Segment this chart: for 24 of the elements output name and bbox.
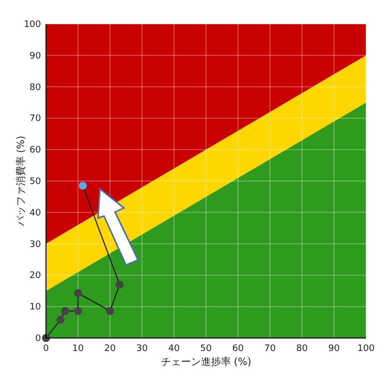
y-tick-label: 60 bbox=[30, 146, 42, 156]
x-tick-label: 70 bbox=[264, 344, 276, 354]
y-tick-label: 50 bbox=[30, 177, 42, 187]
x-tick-label: 30 bbox=[136, 344, 148, 354]
y-tick-label: 20 bbox=[30, 271, 42, 282]
y-axis-title: バッファ消費率 (%) bbox=[15, 136, 27, 228]
x-tick-label: 0 bbox=[43, 344, 50, 354]
y-tick-label: 90 bbox=[30, 51, 42, 62]
x-tick-label: 80 bbox=[296, 344, 308, 354]
y-tick-label: 10 bbox=[30, 302, 42, 313]
x-axis-title: チェーン進捗率 (%) bbox=[160, 356, 252, 368]
x-tick-label: 20 bbox=[104, 344, 116, 354]
y-tick-label: 30 bbox=[30, 240, 42, 250]
y-tick-label: 100 bbox=[24, 20, 42, 30]
y-tick-label: 80 bbox=[30, 82, 42, 93]
y-tick-label: 0 bbox=[35, 334, 42, 344]
x-tick-label: 90 bbox=[328, 344, 340, 354]
x-tick-label: 40 bbox=[168, 344, 180, 354]
x-tick-label: 50 bbox=[200, 344, 212, 354]
y-tick-label: 70 bbox=[30, 114, 42, 124]
x-tick-label: 10 bbox=[72, 344, 84, 354]
x-tick-label: 100 bbox=[357, 344, 375, 354]
x-tick-label: 60 bbox=[232, 344, 244, 354]
y-tick-label: 40 bbox=[30, 208, 42, 218]
